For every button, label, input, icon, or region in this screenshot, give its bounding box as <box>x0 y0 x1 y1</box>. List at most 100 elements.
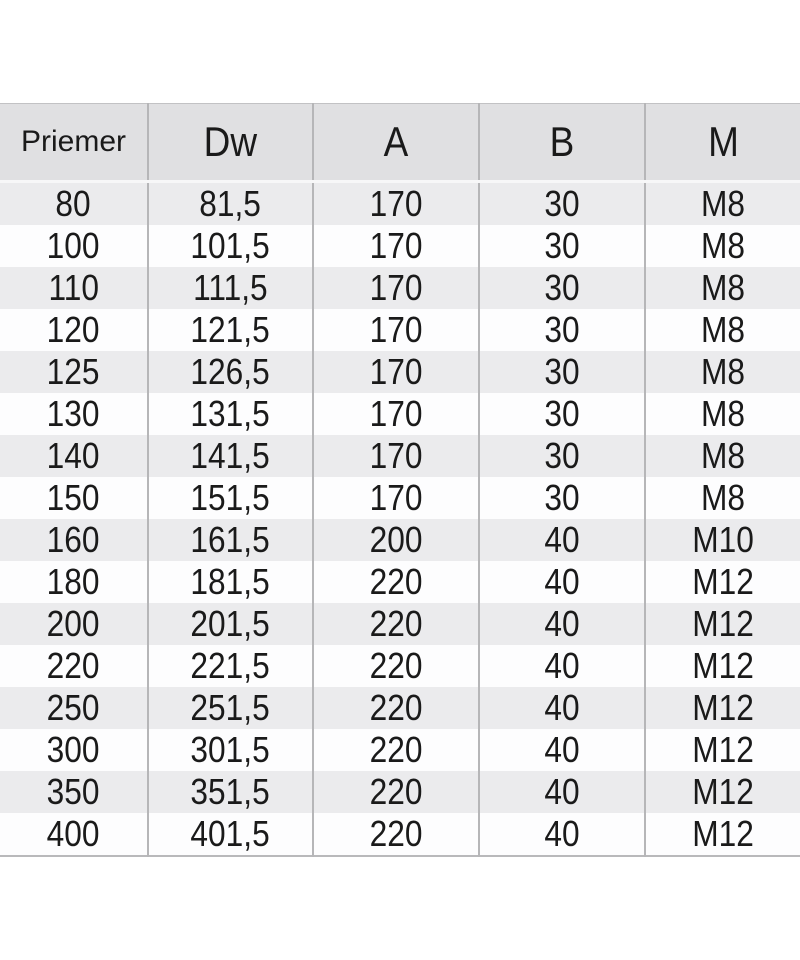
cell-value: M8 <box>700 435 745 476</box>
table-row: 300 301,5 220 40 M12 <box>0 729 800 771</box>
table-cell: 220 <box>312 603 479 645</box>
table-cell: 221,5 <box>147 645 313 687</box>
table-cell: 220 <box>312 645 479 687</box>
table-cell: 101,5 <box>147 225 313 267</box>
cell-value: 251,5 <box>190 687 271 728</box>
cell-value: 30 <box>544 477 580 518</box>
table-row: 220 221,5 220 40 M12 <box>0 645 800 687</box>
table-cell: 100 <box>0 225 148 267</box>
cell-value: 30 <box>544 435 580 476</box>
cell-value: 350 <box>47 771 100 812</box>
cell-value: M12 <box>692 687 754 728</box>
cell-value: 220 <box>369 729 423 770</box>
table-cell: 126,5 <box>147 351 313 393</box>
table-cell: 30 <box>478 393 645 435</box>
cell-value: 201,5 <box>190 603 271 644</box>
table-row: 400 401,5 220 40 M12 <box>0 813 800 856</box>
table-cell: 170 <box>312 181 479 225</box>
table-cell: 30 <box>478 225 645 267</box>
table-cell: M8 <box>644 181 800 225</box>
column-header-dw: Dw <box>147 103 313 183</box>
table-cell: 170 <box>312 309 479 351</box>
table-cell: 350 <box>0 771 148 813</box>
table-cell: 30 <box>478 477 645 519</box>
cell-value: 170 <box>369 351 423 392</box>
cell-value: 30 <box>544 267 580 308</box>
cell-value: M8 <box>700 225 745 266</box>
table-row: 110 111,5 170 30 M8 <box>0 267 800 309</box>
cell-value: M12 <box>692 771 754 812</box>
table-cell: M8 <box>644 477 800 519</box>
cell-value: 220 <box>369 813 423 854</box>
cell-value: 140 <box>47 435 100 476</box>
table-cell: 151,5 <box>147 477 313 519</box>
table-cell: 140 <box>0 435 148 477</box>
cell-value: 40 <box>544 561 580 602</box>
table-cell: 170 <box>312 351 479 393</box>
table-cell: 160 <box>0 519 148 561</box>
cell-value: 170 <box>369 435 423 476</box>
table-cell: 301,5 <box>147 729 313 771</box>
cell-value: 40 <box>544 813 580 854</box>
cell-value: 170 <box>369 267 423 308</box>
cell-value: 80 <box>55 183 92 224</box>
table-cell: 121,5 <box>147 309 313 351</box>
cell-value: M10 <box>692 519 754 560</box>
cell-value: 400 <box>47 813 100 854</box>
cell-value: M8 <box>700 183 745 224</box>
table-cell: 40 <box>478 771 645 813</box>
table-cell: 30 <box>478 435 645 477</box>
cell-value: 100 <box>47 225 100 266</box>
table-cell: 111,5 <box>147 267 313 309</box>
cell-value: 40 <box>544 771 580 812</box>
table-cell: 200 <box>312 519 479 561</box>
cell-value: 170 <box>369 393 423 434</box>
column-header-label: B <box>549 118 575 165</box>
cell-value: 120 <box>47 309 100 350</box>
cell-value: 30 <box>544 225 580 266</box>
table-row: 130 131,5 170 30 M8 <box>0 393 800 435</box>
cell-value: 30 <box>544 393 580 434</box>
table-cell: 220 <box>312 561 479 603</box>
cell-value: M12 <box>692 645 754 686</box>
cell-value: 141,5 <box>190 435 271 476</box>
cell-value: 220 <box>369 771 423 812</box>
cell-value: 300 <box>47 729 100 770</box>
cell-value: 221,5 <box>190 645 271 686</box>
table-cell: 220 <box>312 687 479 729</box>
table-row: 350 351,5 220 40 M12 <box>0 771 800 813</box>
cell-value: 101,5 <box>190 225 271 266</box>
table-cell: 400 <box>0 813 148 856</box>
table-cell: 40 <box>478 687 645 729</box>
table-cell: 170 <box>312 267 479 309</box>
table-row: 140 141,5 170 30 M8 <box>0 435 800 477</box>
table-cell: 40 <box>478 645 645 687</box>
cell-value: 30 <box>544 351 580 392</box>
table-cell: M8 <box>644 225 800 267</box>
table-cell: 251,5 <box>147 687 313 729</box>
table-cell: M12 <box>644 687 800 729</box>
table-row: 200 201,5 220 40 M12 <box>0 603 800 645</box>
table-cell: 220 <box>312 771 479 813</box>
cell-value: 220 <box>369 561 423 602</box>
column-header-b: B <box>478 103 645 183</box>
table-row: 160 161,5 200 40 M10 <box>0 519 800 561</box>
cell-value: 126,5 <box>190 351 271 392</box>
table-row: 250 251,5 220 40 M12 <box>0 687 800 729</box>
column-header-m: M <box>644 103 800 183</box>
table-cell: 40 <box>478 603 645 645</box>
cell-value: 81,5 <box>199 183 262 224</box>
cell-value: M12 <box>692 813 754 854</box>
table-cell: M8 <box>644 267 800 309</box>
cell-value: 181,5 <box>190 561 271 602</box>
cell-value: 401,5 <box>190 813 271 854</box>
table-cell: 40 <box>478 729 645 771</box>
cell-value: M12 <box>692 729 754 770</box>
table-row: 125 126,5 170 30 M8 <box>0 351 800 393</box>
table-cell: 180 <box>0 561 148 603</box>
cell-value: 170 <box>369 309 423 350</box>
cell-value: M8 <box>700 477 745 518</box>
table-cell: 81,5 <box>147 181 313 225</box>
cell-value: M8 <box>700 309 745 350</box>
